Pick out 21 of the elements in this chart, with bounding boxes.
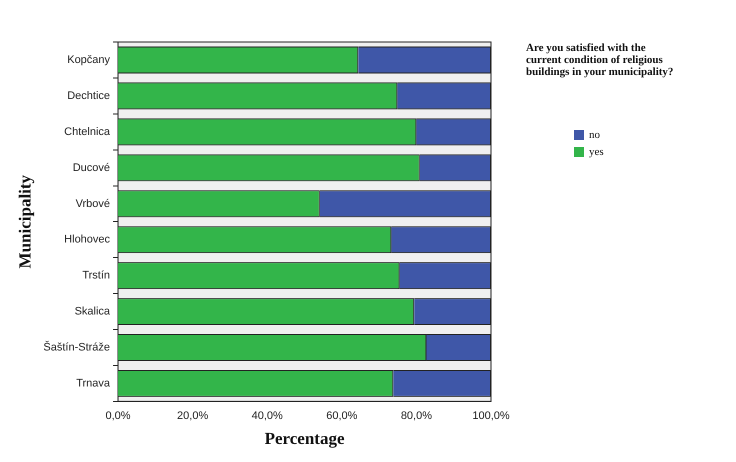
x-tick-label: 60,0% (326, 410, 358, 422)
y-tick-label: Chtelnica (64, 126, 111, 138)
x-tick-label: 80,0% (400, 410, 432, 422)
legend-label: no (589, 128, 600, 140)
y-tick-label: Dechtice (67, 90, 110, 102)
x-tick-label: 0,0% (106, 410, 131, 422)
legend-title: Are you satisfied with the current condition of religious buildings in your municipality? (526, 42, 674, 78)
y-tick-label: Trstín (82, 270, 110, 282)
x-tick-label: 40,0% (252, 410, 284, 422)
y-tick-label: Hlohovec (64, 234, 111, 246)
y-axis-title: Municipality (16, 174, 35, 268)
y-tick-label: Skalica (74, 306, 111, 318)
y-tick-label: Trnava (76, 377, 111, 390)
y-tick-label: Kopčany (67, 54, 111, 66)
x-tick-label: 20,0% (177, 410, 208, 422)
legend-label: yes (589, 146, 604, 158)
y-tick-label: Ducové (72, 162, 110, 174)
x-axis-title: Percentage (264, 429, 345, 448)
x-tick-label: 100,0% (472, 410, 510, 422)
y-tick-label: Vrbové (76, 198, 110, 210)
y-tick-label: Šaštín-Stráže (43, 340, 110, 354)
